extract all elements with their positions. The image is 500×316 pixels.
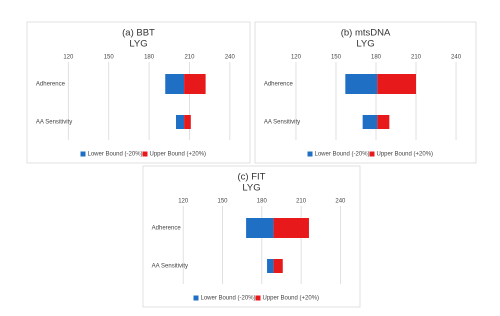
legend-swatch <box>142 151 148 157</box>
x-tick-label: 180 <box>144 55 155 61</box>
x-tick-label: 150 <box>104 55 115 61</box>
bar <box>377 115 390 129</box>
x-tick-label: 210 <box>411 55 422 61</box>
legend-swatch <box>255 295 261 301</box>
category-label: AA Sensitivity <box>36 120 72 126</box>
category-label: AA Sensitivity <box>264 120 300 126</box>
bar <box>273 218 309 238</box>
x-tick-label: 240 <box>225 55 236 61</box>
category-label: AA Sensitivity <box>152 264 188 270</box>
legend-label: Upper Bound (+20%) <box>263 296 320 302</box>
chart-title: (b) mtsDNA <box>341 28 391 39</box>
x-tick-label: 210 <box>184 55 195 61</box>
bar <box>362 115 378 129</box>
legend-swatch <box>80 151 86 157</box>
bar <box>184 115 191 129</box>
chart-title: (c) FIT <box>238 172 266 183</box>
bar <box>273 259 283 273</box>
category-label: Adherence <box>36 82 66 88</box>
legend-swatch <box>307 151 313 157</box>
x-tick-label: 210 <box>296 199 307 205</box>
bar <box>184 74 206 94</box>
x-tick-label: 120 <box>63 55 74 61</box>
x-tick-label: 150 <box>331 55 342 61</box>
chart-subtitle: LYG <box>129 39 147 50</box>
legend-label: Upper Bound (+20%) <box>150 152 207 158</box>
bar <box>267 259 274 273</box>
category-label: Adherence <box>152 226 182 232</box>
bar <box>377 74 417 94</box>
bar <box>165 74 185 94</box>
x-tick-label: 120 <box>178 199 189 205</box>
legend-label: Lower Bound (-20%) <box>88 152 143 158</box>
legend-swatch <box>193 295 199 301</box>
x-tick-label: 180 <box>257 199 268 205</box>
chart-title: (a) BBT <box>122 28 155 39</box>
chart-frame <box>26 21 251 164</box>
x-tick-label: 240 <box>335 199 346 205</box>
bar <box>345 74 378 94</box>
legend-label: Lower Bound (-20%) <box>201 296 256 302</box>
x-tick-label: 180 <box>371 55 382 61</box>
legend-swatch <box>369 151 375 157</box>
x-tick-label: 150 <box>218 199 229 205</box>
chart-subtitle: LYG <box>242 183 260 194</box>
category-label: Adherence <box>264 82 294 88</box>
chart-subtitle: LYG <box>356 39 374 50</box>
x-tick-label: 240 <box>451 55 462 61</box>
x-tick-label: 120 <box>291 55 302 61</box>
bar <box>246 218 274 238</box>
legend-label: Upper Bound (+20%) <box>377 152 434 158</box>
bar <box>176 115 185 129</box>
legend-label: Lower Bound (-20%) <box>315 152 370 158</box>
